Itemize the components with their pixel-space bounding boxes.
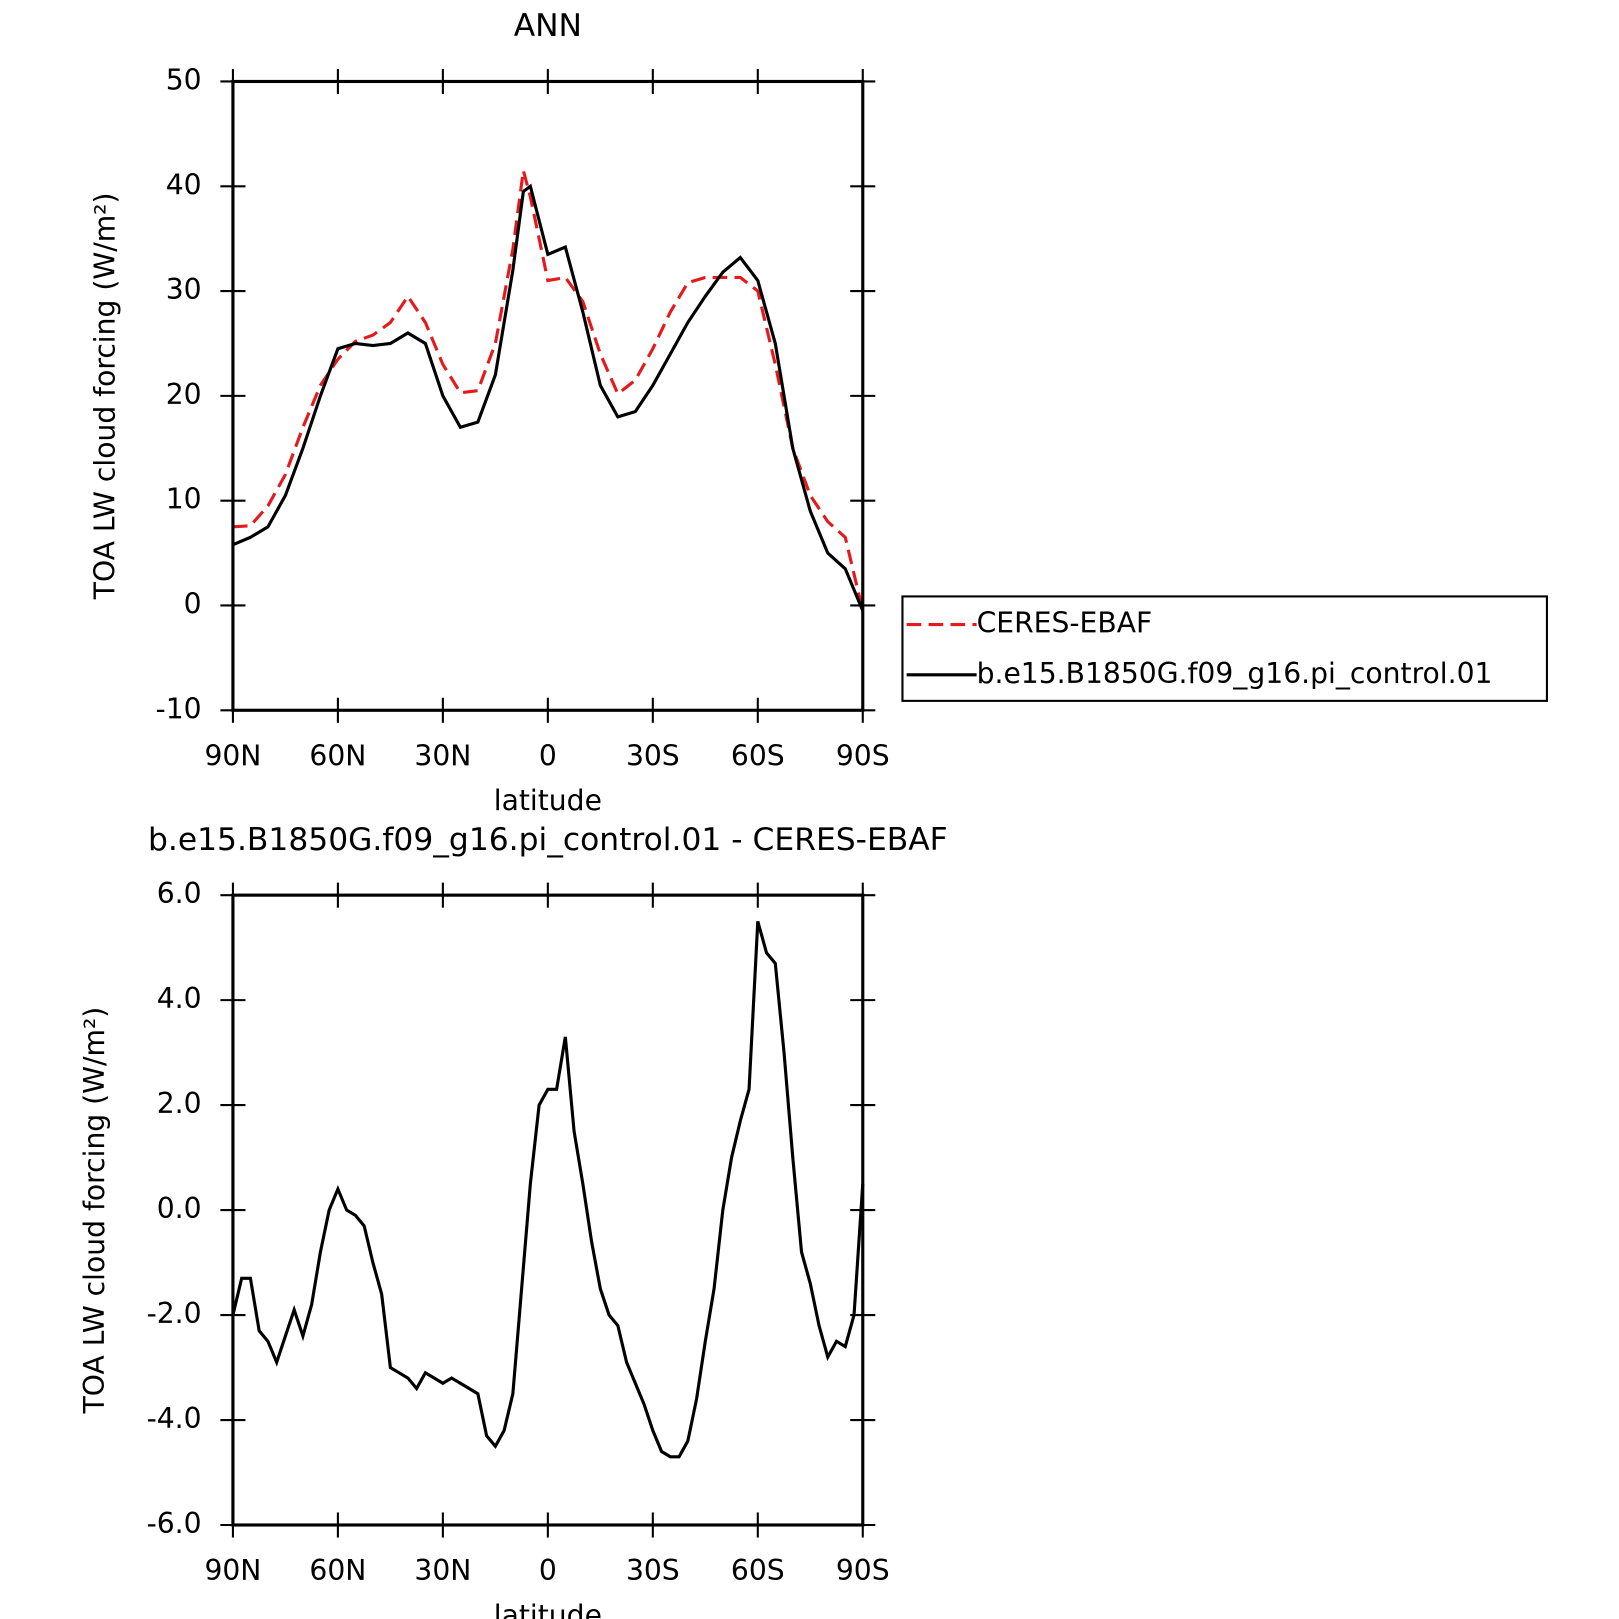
y-tick-label: -2.0 [147,1297,202,1330]
legend-label: b.e15.B1850G.f09_g16.pi_control.01 [977,657,1493,690]
y-tick-label: 30 [166,273,202,306]
y-tick-label: -6.0 [147,1507,202,1540]
x-tick-label: 90S [836,1554,890,1587]
x-tick-label: 30N [414,1554,471,1587]
y-axis-label: TOA LW cloud forcing (W/m²) [89,193,122,601]
data-line [232,183,865,612]
x-tick-label: 90S [836,739,890,772]
y-tick-label: -4.0 [147,1402,202,1435]
y-tick-label: -10 [156,692,202,725]
y-tick-label: 50 [166,63,202,96]
y-tick-label: 4.0 [157,982,202,1015]
y-tick-label: 0 [184,587,202,620]
y-tick-label: 20 [166,378,202,411]
x-axis-label: latitude [494,784,602,817]
y-tick-label: 0.0 [157,1192,202,1225]
legend: CERES-EBAF b.e15.B1850G.f09_g16.pi_contro… [901,595,1548,702]
y-tick-label: 2.0 [157,1087,202,1120]
legend-box [901,595,1548,702]
data-line [232,170,865,612]
y-tick-label: 10 [166,483,202,516]
y-tick-label: 6.0 [157,877,202,910]
plot-frame [231,79,865,712]
x-tick-label: 0 [539,739,557,772]
x-tick-label: 90N [204,1554,261,1587]
data-line [231,920,865,1459]
x-tick-label: 30S [626,739,680,772]
plot-frame [231,893,865,1527]
x-axis-label: latitude [494,1599,602,1619]
x-tick-label: 60N [309,739,366,772]
x-tick-label: 30S [626,1554,680,1587]
legend-label: CERES-EBAF [977,607,1153,640]
x-tick-label: 90N [204,739,261,772]
x-tick-label: 60N [309,1554,366,1587]
x-tick-label: 60S [731,739,785,772]
x-tick-label: 60S [731,1554,785,1587]
chart-title: ANN [514,8,582,44]
chart-title: b.e15.B1850G.f09_g16.pi_control.01 - CER… [148,822,948,858]
y-tick-label: 40 [166,168,202,201]
y-axis-label: TOA LW cloud forcing (W/m²) [78,1007,111,1415]
x-tick-label: 0 [539,1554,557,1587]
x-tick-label: 30N [414,739,471,772]
